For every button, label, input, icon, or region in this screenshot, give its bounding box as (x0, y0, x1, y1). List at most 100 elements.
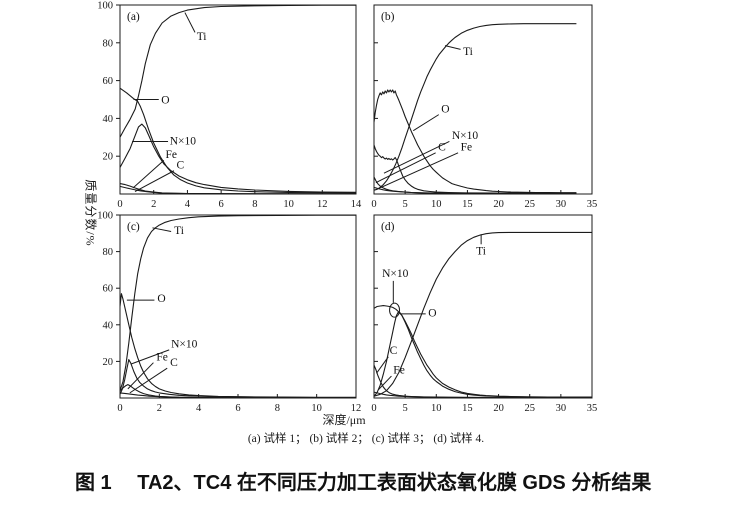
y-tick-label: 20 (103, 357, 114, 368)
leader-line-N10 (130, 349, 170, 365)
x-tick-label: 0 (117, 199, 122, 210)
series-line-C (373, 364, 592, 399)
x-tick-label: 30 (556, 403, 567, 414)
x-tick-label: 8 (252, 199, 257, 210)
x-tick-label: 2 (151, 199, 156, 210)
series-line-N10 (373, 311, 592, 398)
x-tick-label: 4 (185, 199, 191, 210)
series-line-O (119, 293, 356, 398)
series-label-C: C (438, 142, 446, 154)
panel-label-a: (a) (127, 11, 140, 23)
y-axis-title: 质量分数/% (83, 179, 98, 247)
x-tick-label: 5 (403, 199, 408, 210)
series-label-Fe: Fe (156, 351, 168, 363)
x-tick-label: 35 (587, 199, 598, 210)
x-tick-label: 15 (462, 403, 473, 414)
series-line-Ti (373, 23, 577, 191)
series-label-Ti: Ti (197, 31, 207, 43)
panel-b-frame (373, 4, 593, 195)
leader-line-C (376, 356, 389, 374)
series-label-C: C (170, 357, 178, 369)
x-axis-title: 深度/μm (322, 413, 366, 427)
x-tick-label: 35 (587, 403, 598, 414)
x-tick-label: 25 (524, 199, 535, 210)
leader-line-Fe (378, 152, 459, 189)
leader-line-Ti (184, 12, 196, 33)
panel-label-d: (d) (381, 221, 395, 233)
panel-key: (a) 试样 1； (b) 试样 2； (c) 试样 3； (d) 试样 4. (247, 433, 485, 445)
x-tick-label: 8 (275, 403, 280, 414)
y-tick-label: 20 (103, 152, 114, 163)
x-tick-label: 25 (524, 403, 535, 414)
series-label-Fe: Fe (461, 142, 473, 154)
x-tick-label: 30 (556, 199, 567, 210)
leader-line-Fe (132, 159, 165, 189)
panel-c-frame (119, 214, 357, 399)
leader-line-Ti (444, 45, 461, 50)
series-label-O: O (428, 308, 436, 320)
x-tick-label: 0 (117, 403, 122, 414)
series-label-N10: N×10 (171, 339, 198, 351)
leader-line-C (375, 152, 436, 184)
y-tick-label: 40 (103, 320, 114, 331)
peak-marker (389, 302, 401, 318)
series-label-C: C (176, 159, 184, 171)
x-tick-label: 4 (196, 403, 202, 414)
series-label-C: C (390, 345, 398, 357)
figure-caption: 图 1 TA2、TC4 在不同压力加工表面状态氧化膜 GDS 分析结果 (75, 472, 652, 494)
series-line-Ti (119, 214, 356, 391)
leader-line-C (134, 170, 175, 192)
x-tick-label: 10 (431, 199, 442, 210)
leader-line-N10 (383, 141, 450, 174)
series-line-Fe (373, 186, 577, 194)
y-tick-label: 80 (103, 38, 114, 49)
series-label-N10: N×10 (452, 130, 479, 142)
x-tick-label: 12 (351, 403, 362, 414)
series-line-Fe (373, 391, 592, 399)
series-label-Fe: Fe (166, 149, 178, 161)
x-tick-label: 20 (493, 199, 504, 210)
leader-line-Fe (127, 362, 154, 390)
series-label-N10: N×10 (170, 135, 197, 147)
x-tick-label: 10 (431, 403, 442, 414)
y-tick-label: 100 (97, 211, 113, 222)
series-line-C (119, 392, 356, 399)
x-tick-label: 12 (317, 199, 328, 210)
series-label-O: O (157, 293, 165, 305)
x-tick-label: 0 (371, 199, 376, 210)
series-label-Ti: Ti (463, 46, 473, 58)
series-label-O: O (441, 104, 449, 116)
series-line-N10 (119, 123, 357, 193)
series-line-N10 (119, 359, 356, 399)
series-line-Ti (373, 231, 592, 397)
x-tick-label: 14 (351, 199, 362, 210)
panel-label-b: (b) (381, 11, 395, 23)
panel-label-c: (c) (127, 221, 140, 233)
leader-line-Fe (377, 375, 392, 391)
series-line-C (119, 185, 356, 195)
series-label-Fe: Fe (393, 364, 405, 376)
x-tick-label: 6 (235, 403, 240, 414)
y-tick-label: 100 (97, 1, 113, 12)
panel-d-frame (373, 214, 593, 399)
x-tick-label: 20 (493, 403, 504, 414)
x-tick-label: 0 (371, 403, 376, 414)
x-tick-label: 10 (311, 403, 322, 414)
y-tick-label: 60 (103, 76, 114, 87)
x-tick-label: 10 (283, 199, 294, 210)
y-tick-label: 80 (103, 247, 114, 258)
x-tick-label: 15 (462, 199, 473, 210)
x-tick-label: 6 (219, 199, 224, 210)
series-label-Ti: Ti (476, 245, 486, 257)
y-tick-label: 60 (103, 284, 114, 295)
leader-line-Ti (152, 227, 172, 232)
x-tick-label: 2 (157, 403, 162, 414)
y-tick-label: 40 (103, 114, 114, 125)
leader-line-O (412, 114, 440, 132)
leader-line-C (129, 367, 168, 394)
series-label-O: O (161, 94, 169, 106)
series-label-Ti: Ti (174, 225, 184, 237)
series-label-N10: N×10 (382, 268, 409, 280)
